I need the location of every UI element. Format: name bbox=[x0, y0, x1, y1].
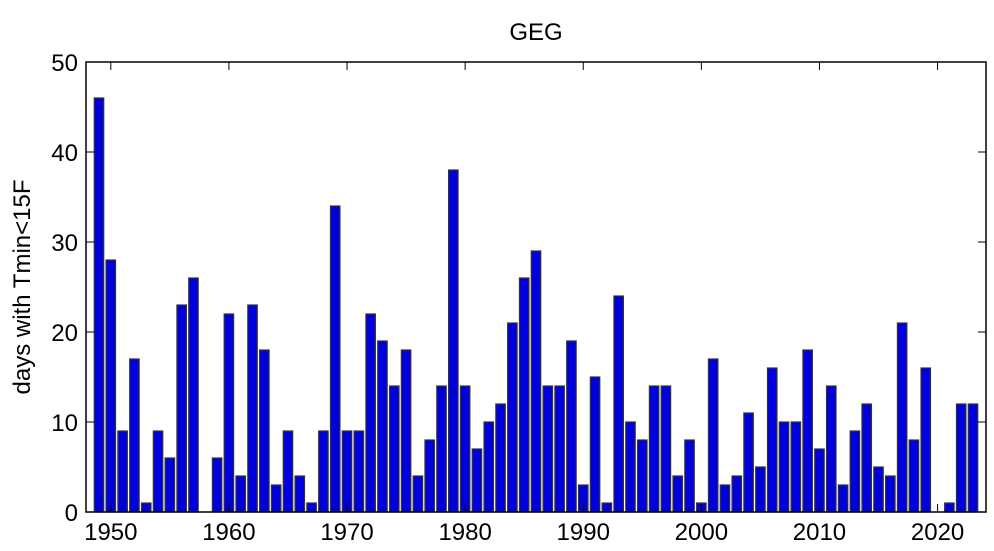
bar-2005 bbox=[755, 466, 766, 513]
bar-2002 bbox=[719, 484, 731, 513]
bar-1979 bbox=[447, 169, 459, 513]
x-tick-label: 1980 bbox=[438, 519, 491, 546]
y-tick-label: 30 bbox=[51, 230, 78, 257]
bar-1950 bbox=[105, 259, 117, 513]
bar-1982 bbox=[483, 421, 495, 513]
bar-2011 bbox=[825, 385, 837, 513]
bar-1974 bbox=[388, 385, 400, 513]
plot-frame bbox=[85, 61, 987, 513]
bar-1963 bbox=[259, 349, 270, 513]
y-axis-label: days with Tmin<15F bbox=[9, 180, 36, 395]
bar-1988 bbox=[554, 385, 565, 513]
bar-1976 bbox=[412, 475, 424, 513]
bar-2009 bbox=[802, 349, 813, 513]
bar-1978 bbox=[436, 385, 447, 513]
bar-1967 bbox=[306, 502, 317, 513]
bar-2006 bbox=[766, 367, 778, 513]
bar-1981 bbox=[471, 448, 483, 513]
bar-2015 bbox=[873, 466, 884, 513]
bar-1991 bbox=[589, 376, 601, 513]
bar-1964 bbox=[270, 484, 282, 513]
bar-1952 bbox=[129, 358, 140, 513]
bar-2018 bbox=[908, 439, 920, 513]
bar-1959 bbox=[211, 457, 223, 513]
bar-1986 bbox=[530, 250, 542, 513]
bar-2008 bbox=[790, 421, 802, 513]
bar-1973 bbox=[377, 340, 388, 513]
bar-1949 bbox=[93, 97, 105, 513]
bar-1972 bbox=[365, 313, 376, 513]
axis-ticks: 1950 1960 1970 1980 1990 2000 2010 2020 0 10 20 30 4… bbox=[51, 50, 986, 546]
y-tick-label: 0 bbox=[65, 500, 78, 527]
bar-1984 bbox=[507, 322, 518, 513]
bar-1993 bbox=[613, 295, 625, 513]
bar-2022 bbox=[955, 403, 967, 513]
bar-2012 bbox=[837, 484, 849, 513]
bar-1961 bbox=[235, 475, 247, 513]
bar-1956 bbox=[176, 304, 187, 513]
bar-2017 bbox=[896, 322, 908, 513]
bar-1994 bbox=[625, 421, 636, 513]
bar-2014 bbox=[861, 403, 873, 513]
bar-2016 bbox=[885, 475, 896, 513]
x-tick-label: 1990 bbox=[557, 519, 610, 546]
bar-1955 bbox=[164, 457, 176, 513]
bar-1989 bbox=[566, 340, 577, 513]
bar-1992 bbox=[601, 502, 613, 513]
bar-1977 bbox=[424, 439, 436, 513]
bar-1996 bbox=[648, 385, 660, 513]
bar-1999 bbox=[684, 439, 695, 513]
bar-1985 bbox=[518, 277, 530, 513]
bar-2003 bbox=[731, 475, 743, 513]
bar-1995 bbox=[636, 439, 648, 513]
bar-1970 bbox=[341, 430, 353, 513]
y-tick-label: 20 bbox=[51, 320, 78, 347]
bar-2004 bbox=[743, 412, 754, 513]
bar-1980 bbox=[459, 385, 471, 513]
x-tick-label: 1960 bbox=[202, 519, 255, 546]
bar-1971 bbox=[353, 430, 365, 513]
y-tick-label: 10 bbox=[51, 410, 78, 437]
bar-2013 bbox=[849, 430, 861, 513]
bar-1968 bbox=[318, 430, 329, 513]
bar-1966 bbox=[294, 475, 306, 513]
bar-1983 bbox=[495, 403, 506, 513]
bar-2001 bbox=[707, 358, 719, 513]
bar-1962 bbox=[247, 304, 258, 513]
bar-2010 bbox=[814, 448, 825, 513]
bar-1953 bbox=[140, 502, 152, 513]
chart-title: GEG bbox=[509, 19, 562, 46]
bar-1957 bbox=[188, 277, 199, 513]
bar-1969 bbox=[329, 205, 341, 513]
bar-1951 bbox=[117, 430, 128, 513]
bar-1987 bbox=[542, 385, 554, 513]
bar-2021 bbox=[944, 502, 955, 513]
bar-1975 bbox=[400, 349, 412, 513]
x-tick-label: 2010 bbox=[793, 519, 846, 546]
bar-1997 bbox=[660, 385, 672, 513]
x-tick-label: 2020 bbox=[911, 519, 964, 546]
bar-1954 bbox=[152, 430, 164, 513]
bars-group bbox=[93, 97, 979, 513]
x-tick-label: 1950 bbox=[84, 519, 137, 546]
y-tick-label: 40 bbox=[51, 140, 78, 167]
bar-2007 bbox=[778, 421, 790, 513]
bar-1965 bbox=[282, 430, 294, 513]
bar-2023 bbox=[967, 403, 979, 513]
bar-2019 bbox=[920, 367, 932, 513]
x-tick-label: 1970 bbox=[320, 519, 373, 546]
x-tick-label: 2000 bbox=[675, 519, 728, 546]
bar-1998 bbox=[672, 475, 684, 513]
y-tick-label: 50 bbox=[51, 50, 78, 77]
bar-1960 bbox=[223, 313, 235, 513]
